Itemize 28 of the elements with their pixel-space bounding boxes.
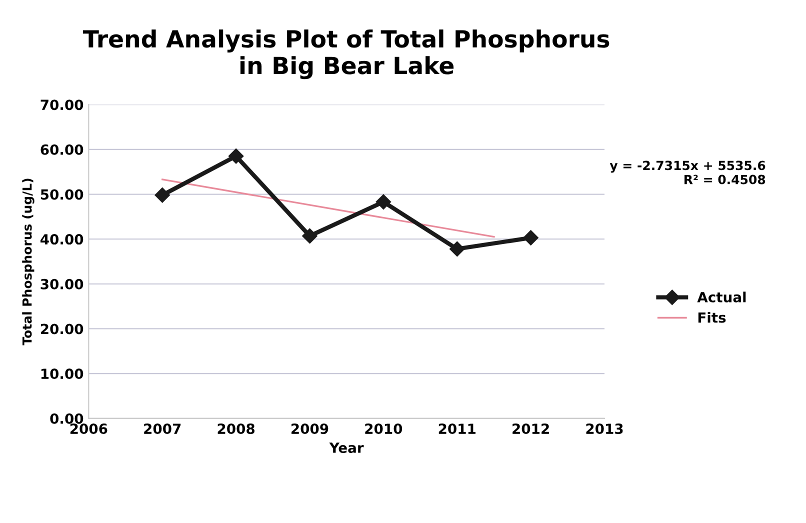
y-axis-title: Total Phosphorus (ug/L) bbox=[22, 178, 34, 346]
y-tick-label: 70.00 bbox=[40, 100, 84, 110]
chart-title: Trend Analysis Plot of Total Phosphorus in Big Bear Lake bbox=[82, 29, 610, 80]
point bbox=[523, 230, 538, 246]
y-tick-label: 50.00 bbox=[40, 189, 84, 200]
point bbox=[302, 228, 318, 244]
y-tick-label: 20.00 bbox=[40, 324, 84, 334]
x-tick-label: 2008 bbox=[218, 424, 255, 434]
point bbox=[376, 194, 391, 210]
point bbox=[228, 148, 244, 164]
y-tick-label: 30.00 bbox=[40, 278, 84, 290]
x-tick-label: 2013 bbox=[586, 424, 623, 434]
y-tick-label: 10.00 bbox=[41, 368, 84, 380]
point bbox=[450, 241, 465, 257]
legend-label: Fits bbox=[698, 312, 726, 323]
x-tick-label: 2011 bbox=[438, 424, 476, 434]
y-tick-label: 60.00 bbox=[40, 144, 84, 155]
x-tick-label: 2010 bbox=[365, 424, 402, 434]
text: y = -2.7315x + 5535.6 R² = 0.4508 bbox=[610, 160, 766, 184]
legend-label: Actual bbox=[697, 292, 746, 302]
point bbox=[154, 188, 170, 203]
x-tick-label: 2007 bbox=[144, 424, 181, 434]
x-axis-title: Year bbox=[329, 442, 364, 454]
y-tick-label: 40.00 bbox=[40, 234, 84, 245]
y-tick-label: 0.00 bbox=[50, 413, 84, 424]
x-tick-label: 2012 bbox=[512, 424, 549, 434]
x-tick-label: 2006 bbox=[70, 424, 108, 434]
x-tick-label: 2009 bbox=[292, 424, 328, 434]
